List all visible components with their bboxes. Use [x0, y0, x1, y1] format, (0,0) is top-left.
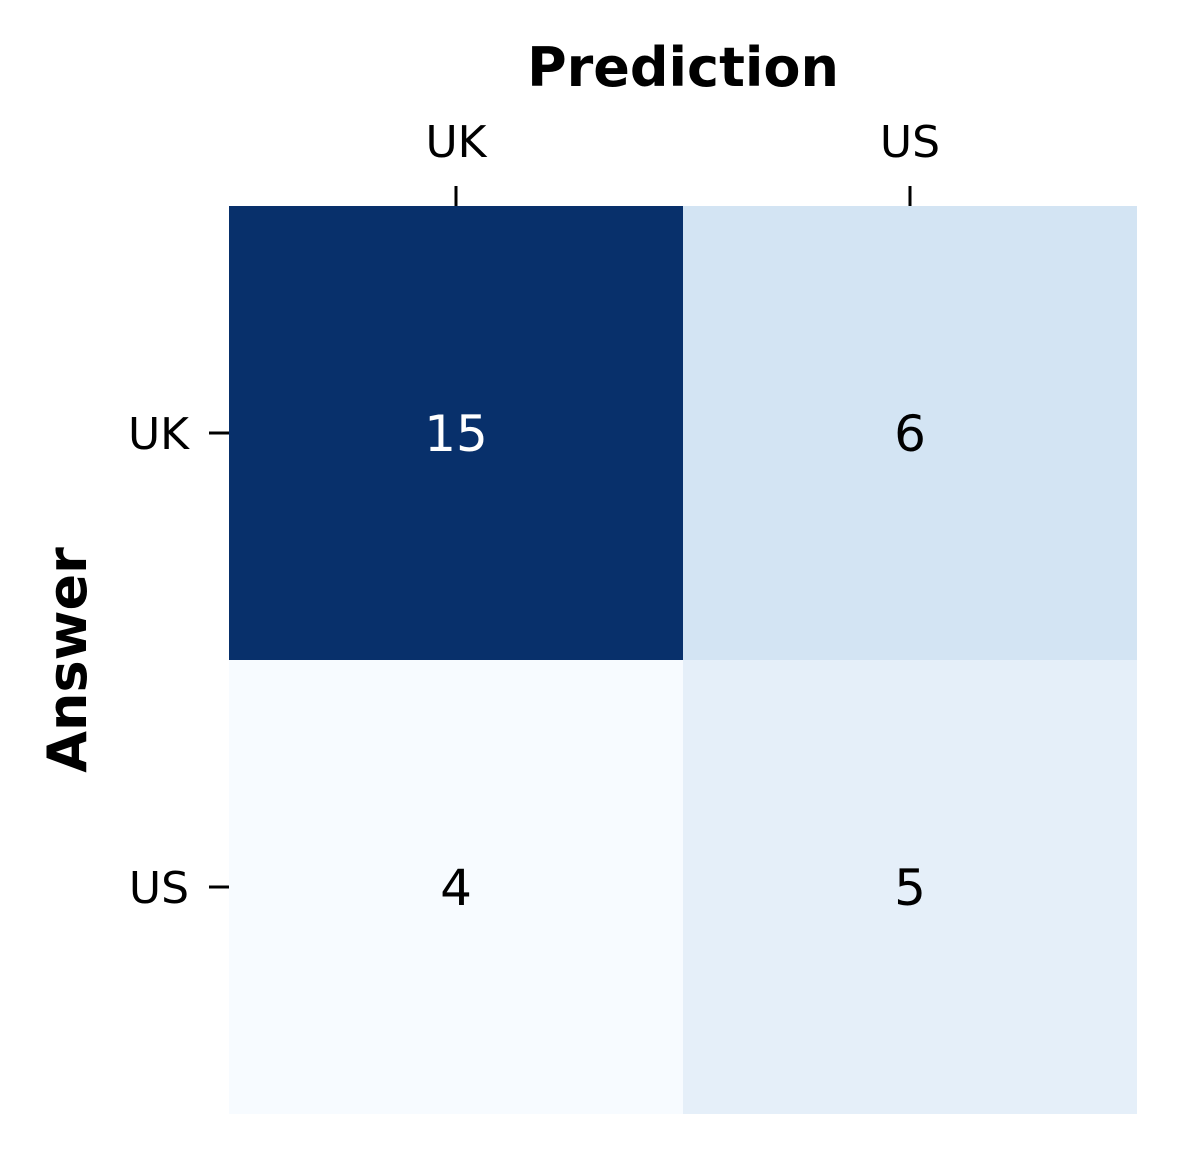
x-tick-label: UK — [425, 117, 487, 168]
cell-value-label: 4 — [440, 859, 472, 917]
cell-value-label: 15 — [424, 405, 488, 463]
x-axis-title: Prediction — [527, 36, 839, 99]
heatmap-cells: 15 6 4 5 — [229, 206, 1137, 1114]
cell-value-label: 5 — [894, 859, 926, 917]
heatmap-cell — [229, 206, 683, 660]
y-axis-ticks: UK US — [128, 409, 229, 914]
y-tick-label: US — [129, 863, 189, 914]
heatmap-cell — [229, 660, 683, 1114]
y-axis-title: Answer — [36, 547, 99, 773]
cell-value-label: 6 — [894, 405, 926, 463]
y-tick-label: UK — [128, 409, 190, 460]
x-axis-ticks: UK US — [425, 117, 940, 206]
heatmap-cell — [683, 206, 1137, 660]
heatmap-cell — [683, 660, 1137, 1114]
x-tick-label: US — [880, 117, 940, 168]
